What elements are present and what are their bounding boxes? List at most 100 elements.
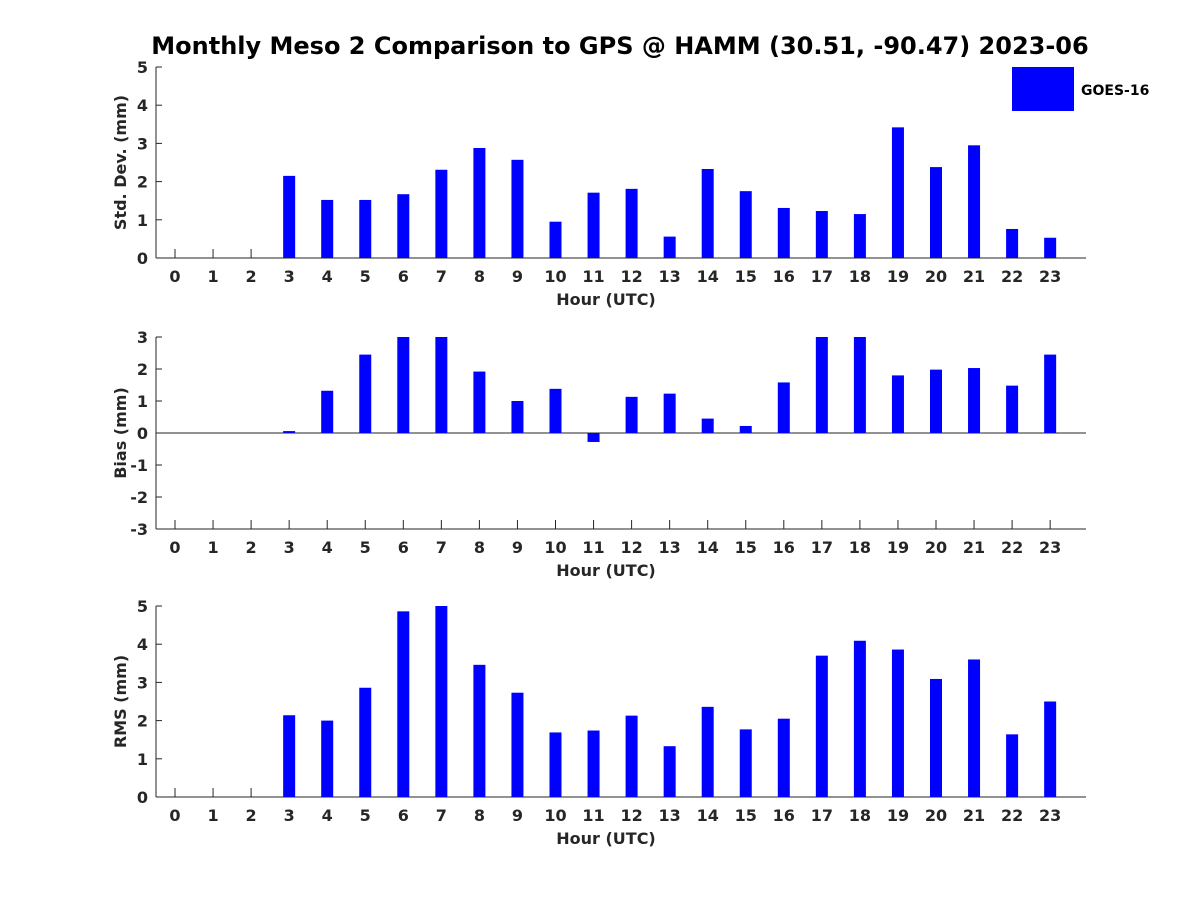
bar-hour-11 — [587, 730, 600, 797]
bar-hour-17 — [815, 655, 828, 797]
bar-hour-18 — [853, 640, 866, 797]
bar-hour-4 — [321, 720, 334, 797]
y-axis-label: Bias (mm) — [111, 387, 130, 479]
bar-hour-9 — [511, 159, 524, 258]
bar-hour-16 — [777, 382, 790, 433]
x-tick-label: 14 — [697, 267, 719, 286]
x-tick-label: 2 — [246, 267, 257, 286]
x-tick-label: 19 — [887, 267, 909, 286]
bar-hour-5 — [359, 354, 372, 433]
x-tick-label: 1 — [207, 538, 218, 557]
bar-hour-22 — [1006, 228, 1019, 258]
y-tick-label: 0 — [137, 424, 148, 443]
bar-hour-21 — [968, 368, 981, 433]
x-tick-label: 19 — [887, 806, 909, 825]
bar-hour-6 — [397, 611, 410, 797]
bar-hour-4 — [321, 199, 334, 258]
x-axis-label: Hour (UTC) — [556, 561, 656, 580]
bar-hour-19 — [891, 375, 904, 433]
y-tick-label: 3 — [137, 673, 148, 692]
bar-hour-20 — [930, 678, 942, 797]
bar-hour-15 — [739, 729, 752, 797]
y-tick-label: 5 — [137, 597, 148, 616]
bar-hour-20 — [930, 167, 942, 258]
bar-hour-10 — [549, 221, 562, 258]
x-tick-label: 10 — [544, 806, 566, 825]
legend-swatch — [1012, 67, 1074, 111]
x-tick-label: 22 — [1001, 538, 1023, 557]
bar-hour-19 — [891, 649, 904, 797]
bar-hour-15 — [739, 425, 752, 433]
bar-hour-5 — [359, 687, 372, 797]
x-axis-label: Hour (UTC) — [556, 290, 656, 309]
x-tick-label: 1 — [207, 806, 218, 825]
x-tick-label: 10 — [544, 538, 566, 557]
bar-hour-6 — [397, 337, 410, 433]
bar-hour-3 — [283, 431, 296, 433]
x-tick-label: 9 — [512, 538, 523, 557]
x-tick-label: 21 — [963, 538, 985, 557]
x-tick-label: 9 — [512, 267, 523, 286]
y-axis-label: Std. Dev. (mm) — [111, 95, 130, 230]
x-tick-label: 22 — [1001, 267, 1023, 286]
bar-hour-17 — [815, 211, 828, 258]
x-tick-label: 6 — [398, 806, 409, 825]
bar-hour-8 — [473, 147, 486, 258]
legend-label: GOES-16 — [1081, 83, 1149, 99]
bar-hour-7 — [435, 169, 448, 258]
x-tick-label: 3 — [284, 267, 295, 286]
x-tick-label: 5 — [360, 267, 371, 286]
bar-hour-4 — [321, 390, 334, 433]
y-tick-label: 4 — [137, 635, 148, 654]
x-tick-label: 8 — [474, 538, 485, 557]
bar-hour-12 — [625, 188, 638, 258]
bar-hour-23 — [1044, 354, 1057, 433]
x-tick-label: 0 — [169, 538, 180, 557]
x-tick-label: 15 — [735, 267, 757, 286]
x-tick-label: 20 — [925, 806, 947, 825]
y-tick-label: 2 — [137, 360, 148, 379]
x-tick-label: 12 — [620, 538, 642, 557]
x-tick-label: 17 — [811, 806, 833, 825]
y-tick-label: 3 — [137, 134, 148, 153]
x-tick-label: 18 — [849, 538, 871, 557]
x-tick-label: 17 — [811, 538, 833, 557]
x-tick-label: 5 — [360, 806, 371, 825]
x-tick-label: 2 — [246, 806, 257, 825]
x-tick-label: 4 — [322, 538, 333, 557]
x-tick-label: 16 — [773, 538, 795, 557]
y-axis-label: RMS (mm) — [111, 655, 130, 748]
x-tick-label: 0 — [169, 806, 180, 825]
y-tick-label: 5 — [137, 58, 148, 77]
x-tick-label: 12 — [620, 267, 642, 286]
bar-hour-3 — [283, 175, 296, 258]
x-tick-label: 18 — [849, 806, 871, 825]
x-tick-label: 15 — [735, 806, 757, 825]
bar-hour-20 — [930, 369, 942, 433]
chart-title: Monthly Meso 2 Comparison to GPS @ HAMM … — [151, 32, 1088, 60]
x-axis-label: Hour (UTC) — [556, 829, 656, 848]
x-tick-label: 20 — [925, 267, 947, 286]
x-tick-label: 12 — [620, 806, 642, 825]
legend: GOES-16 — [1012, 67, 1149, 111]
bar-hour-23 — [1044, 237, 1057, 258]
x-tick-label: 7 — [436, 538, 447, 557]
x-tick-label: 5 — [360, 538, 371, 557]
bar-hour-16 — [777, 718, 790, 797]
bar-hour-8 — [473, 664, 486, 797]
bar-hour-12 — [625, 396, 638, 433]
bar-hour-8 — [473, 371, 486, 433]
bar-hour-13 — [663, 236, 676, 258]
bar-hour-6 — [397, 194, 410, 258]
bar-hour-14 — [701, 418, 714, 433]
y-tick-label: 1 — [137, 211, 148, 230]
x-tick-label: 17 — [811, 267, 833, 286]
bar-hour-23 — [1044, 701, 1057, 797]
x-tick-label: 11 — [582, 538, 604, 557]
y-tick-label: 1 — [137, 392, 148, 411]
x-tick-label: 13 — [659, 267, 681, 286]
bar-hour-5 — [359, 199, 372, 258]
bar-hour-16 — [777, 207, 790, 258]
